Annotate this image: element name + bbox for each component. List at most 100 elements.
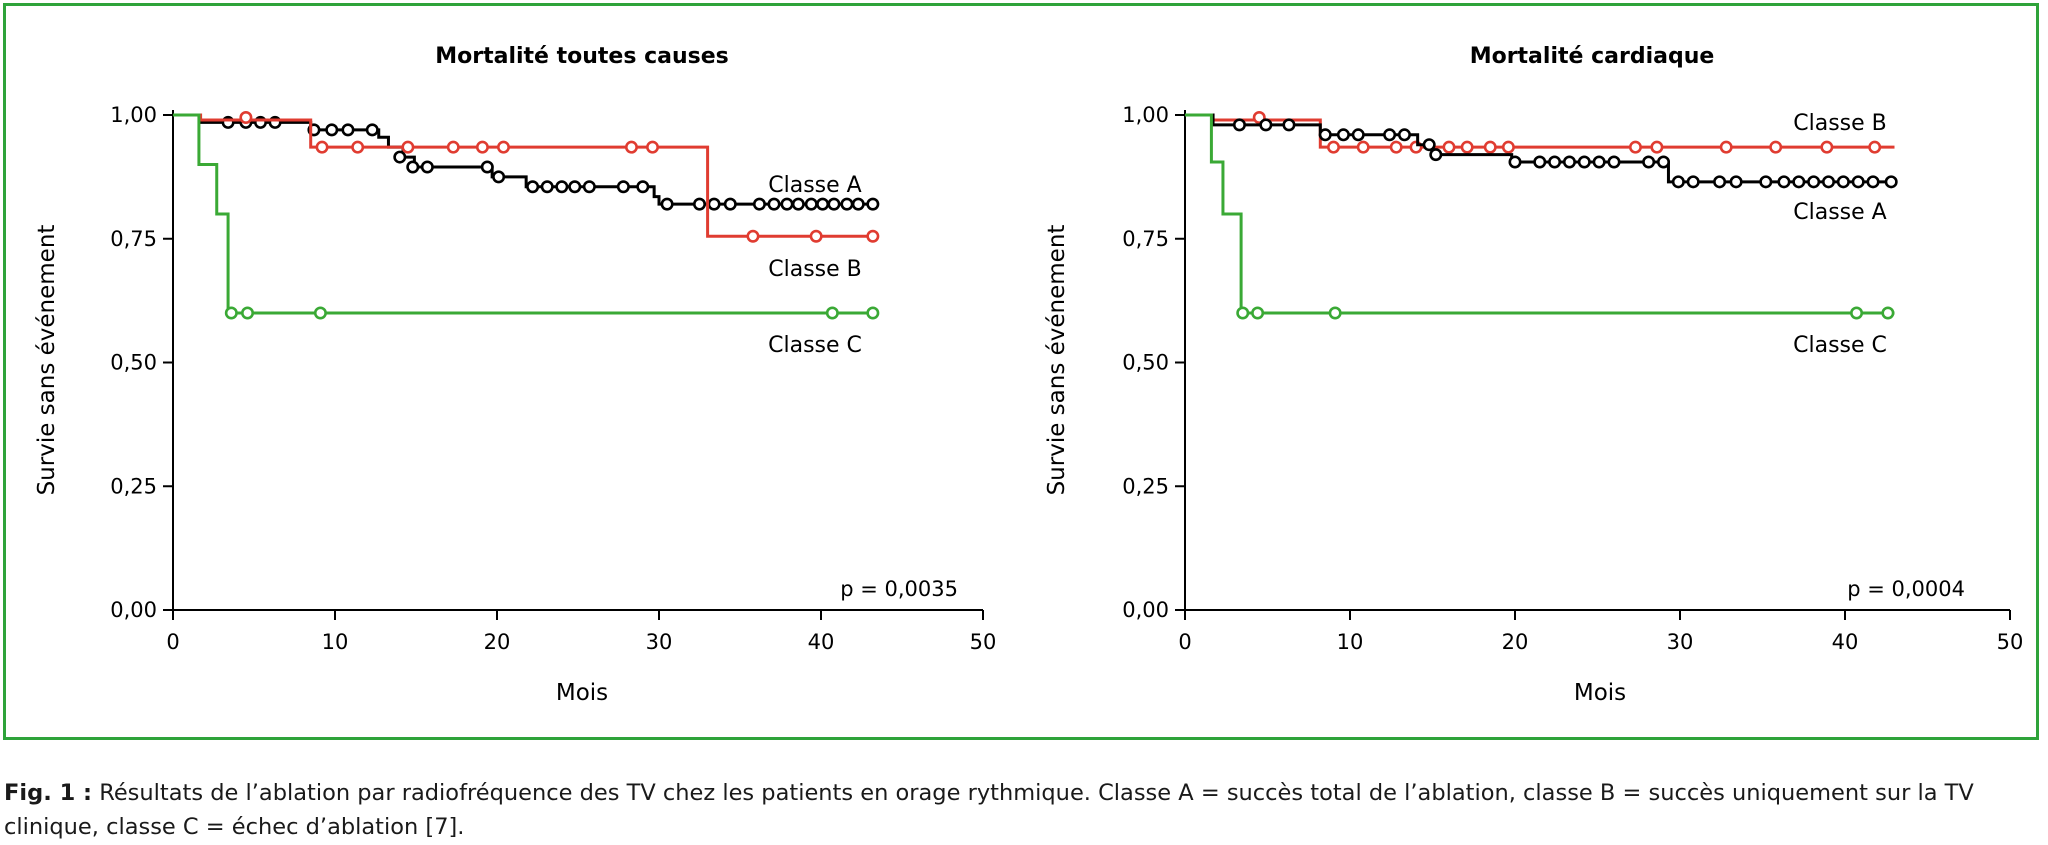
censor-marker-classe-a (1232, 118, 1246, 132)
y-tick-label: 0,00 (1122, 598, 1169, 622)
censor-marker-classe-a (1686, 175, 1700, 189)
chart-cardiac-mortality: Mortalité cardiaque 0 10 20 30 40 50 0,00 0,25 0… (1044, 44, 2023, 706)
censor-marker-classe-b (646, 140, 660, 154)
censor-marker-classe-a (325, 123, 339, 137)
censor-marker-classe-b (351, 140, 365, 154)
censor-marker-classe-a (723, 197, 737, 211)
y-axis-label: Survie sans événement (34, 225, 60, 496)
censor-marker-classe-a (1562, 155, 1576, 169)
censor-marker-classe-a (1792, 175, 1806, 189)
x-tick-label: 20 (484, 630, 511, 654)
censor-marker-classe-a (816, 197, 830, 211)
censor-marker-classe-a (341, 123, 355, 137)
censor-marker-classe-b (401, 140, 415, 154)
censor-marker-classe-a (1351, 128, 1365, 142)
censor-marker-classe-a (791, 197, 805, 211)
censor-marker-classe-b (809, 229, 823, 243)
censor-marker-classe-a (1851, 175, 1865, 189)
censor-marker-classe-a (1533, 155, 1547, 169)
censor-marker-classe-c (241, 306, 255, 320)
chart-title: Mortalité cardiaque (1470, 44, 1715, 69)
censor-marker-classe-a (1729, 175, 1743, 189)
chart-title: Mortalité toutes causes (435, 44, 729, 69)
x-tick-label: 0 (166, 630, 179, 654)
censor-marker-classe-c (1236, 306, 1250, 320)
km-curve-classe-c (173, 113, 875, 315)
censor-marker-classe-a (1759, 175, 1773, 189)
x-tick-label: 40 (808, 630, 835, 654)
censor-marker-classe-b (746, 229, 760, 243)
series-label-classe-c: Classe C (768, 333, 862, 358)
y-tick-label: 0,25 (110, 474, 157, 498)
censor-marker-classe-a (1607, 155, 1621, 169)
censor-marker-classe-a (1713, 175, 1727, 189)
x-axis-label: Mois (1574, 680, 1626, 706)
caption-label: Fig. 1 : (4, 780, 93, 806)
x-tick-label: 30 (646, 630, 673, 654)
censor-marker-classe-a (1656, 155, 1670, 169)
censor-marker-classe-a (406, 160, 420, 174)
series-label-classe-a: Classe A (768, 173, 861, 198)
censor-marker-classe-a (780, 197, 794, 211)
p-value-annotation: p = 0,0004 (1847, 577, 1965, 601)
censor-marker-classe-a (1866, 175, 1880, 189)
censor-marker-classe-b (1628, 140, 1642, 154)
censor-marker-classe-c (1328, 306, 1342, 320)
x-tick-label: 40 (1832, 630, 1859, 654)
censor-marker-classe-b (1868, 140, 1882, 154)
chart-all-cause-mortality: Mortalité toutes causes 0 10 20 30 40 50 0,00 0… (34, 44, 996, 706)
censor-marker-classe-a (1807, 175, 1821, 189)
censor-marker-classe-a (616, 180, 630, 194)
censor-marker-classe-a (1821, 175, 1835, 189)
censor-marker-classe-a (840, 197, 854, 211)
censor-marker-classe-b (496, 140, 510, 154)
censor-marker-classe-a (1397, 128, 1411, 142)
series-label-classe-b: Classe B (768, 257, 862, 282)
censor-marker-classe-c (224, 306, 238, 320)
censor-marker-classe-a (1422, 138, 1436, 152)
censor-marker-classe-a (1836, 175, 1850, 189)
censor-marker-classe-a (851, 197, 865, 211)
censor-marker-classe-a (1642, 155, 1656, 169)
censor-marker-classe-a (1671, 175, 1685, 189)
censor-marker-classe-a (555, 180, 569, 194)
censor-marker-classe-a (804, 197, 818, 211)
censor-marker-classe-a (526, 180, 540, 194)
x-tick-label: 10 (1337, 630, 1364, 654)
censor-marker-classe-a (1282, 118, 1296, 132)
caption-text: Résultats de l’ablation par radiofréquen… (4, 780, 1974, 840)
censor-marker-classe-a (827, 197, 841, 211)
censor-marker-classe-a (1429, 148, 1443, 162)
censor-marker-classe-a (582, 180, 596, 194)
censor-marker-classe-a (707, 197, 721, 211)
series-label-classe-a: Classe A (1793, 200, 1886, 225)
censor-marker-classe-b (1442, 140, 1456, 154)
censor-marker-classe-a (1592, 155, 1606, 169)
x-tick-label: 20 (1502, 630, 1529, 654)
censor-marker-classe-a (752, 197, 766, 211)
censor-marker-classe-c (866, 306, 880, 320)
censor-marker-classe-a (1508, 155, 1522, 169)
censor-marker-classe-b (624, 140, 638, 154)
p-value-annotation: p = 0,0035 (840, 577, 958, 601)
censor-marker-classe-b (1501, 140, 1515, 154)
censor-marker-classe-a (1259, 118, 1273, 132)
censor-marker-classe-a (540, 180, 554, 194)
censor-marker-classe-a (420, 160, 434, 174)
censor-marker-classe-a (568, 180, 582, 194)
censor-marker-classe-b (446, 140, 460, 154)
km-curve-classe-c (1185, 113, 1895, 315)
censor-marker-classe-c (1251, 306, 1265, 320)
censor-marker-classe-a (393, 150, 407, 164)
censor-marker-classe-a (1577, 155, 1591, 169)
censor-marker-classe-a (1548, 155, 1562, 169)
censor-marker-classe-a (767, 197, 781, 211)
y-tick-label: 0,75 (110, 227, 157, 251)
x-tick-label: 30 (1667, 630, 1694, 654)
y-axis-label: Survie sans événement (1044, 225, 1070, 496)
y-tick-label: 0,50 (1122, 351, 1169, 375)
censor-marker-classe-c (1881, 306, 1895, 320)
censor-marker-classe-b (1483, 140, 1497, 154)
censor-marker-classe-b (239, 110, 253, 124)
censor-marker-classe-b (1769, 140, 1783, 154)
